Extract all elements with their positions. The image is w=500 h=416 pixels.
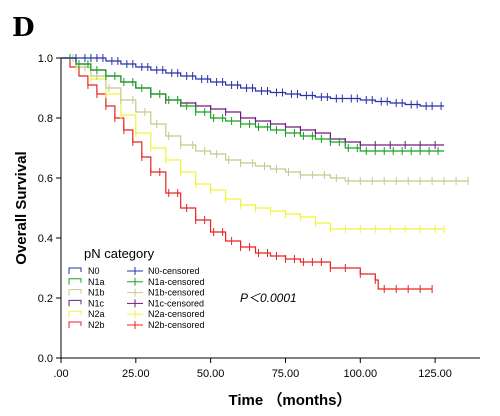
y-tick-label: 1.0 (38, 53, 53, 65)
legend-label-n0: N0 (88, 266, 100, 276)
legend-censored-label-n1a: N1a-censored (148, 277, 205, 287)
legend-line-n1b (68, 289, 82, 296)
y-tick-label: 0.2 (38, 293, 53, 305)
y-axis-title: Overall Survival (13, 151, 30, 264)
x-tick-label: .00 (53, 368, 68, 380)
legend-censored-label-n1c: N1c-censored (148, 298, 204, 308)
axes: 0.0 0.2 0.4 0.6 0.8 1.0 .00 25.00 50.00 75.00 100.… (38, 53, 480, 380)
p-value-annotation: P＜0.0001 (240, 291, 297, 305)
legend-line-n2a (68, 310, 82, 318)
legend: pN category N0 N0-censored N1a N1a-censored… (68, 246, 205, 330)
legend-line-n0 (68, 267, 82, 274)
x-tick-label: 125.00 (418, 368, 452, 380)
curve-n0 (61, 57, 445, 107)
y-tick-label: 0.0 (38, 353, 53, 365)
legend-label-n2b: N2b (88, 320, 105, 330)
legend-censored-label-n2b: N2b-censored (148, 320, 205, 330)
y-tick-label: 0.6 (38, 173, 53, 185)
x-tick-label: 50.00 (197, 368, 225, 380)
curve-n2b (61, 57, 433, 290)
legend-label-n1b: N1b (88, 288, 105, 298)
legend-title: pN category (84, 246, 155, 261)
curve-n1a (61, 57, 445, 152)
legend-censored-label-n1b: N1b-censored (148, 288, 205, 298)
legend-line-n1a (68, 278, 82, 285)
legend-line-n1c (68, 299, 82, 307)
legend-censored-label-n0: N0-censored (148, 266, 200, 276)
panel-label: D (12, 13, 35, 43)
legend-line-n2b (68, 321, 82, 328)
y-tick-label: 0.8 (38, 113, 53, 125)
survival-curves (61, 54, 469, 293)
x-tick-label: 25.00 (122, 368, 150, 380)
legend-label-n1a: N1a (88, 277, 105, 287)
x-tick-label: 75.00 (272, 368, 300, 380)
y-tick-label: 0.4 (38, 233, 53, 245)
curve-n2a (61, 57, 445, 230)
legend-label-n1c: N1c (88, 298, 105, 308)
x-axis-title: Time （months） (228, 391, 351, 409)
legend-censored-label-n2a: N2a-censored (148, 309, 205, 319)
x-tick-label: 100.00 (343, 368, 377, 380)
legend-label-n2a: N2a (88, 309, 105, 319)
